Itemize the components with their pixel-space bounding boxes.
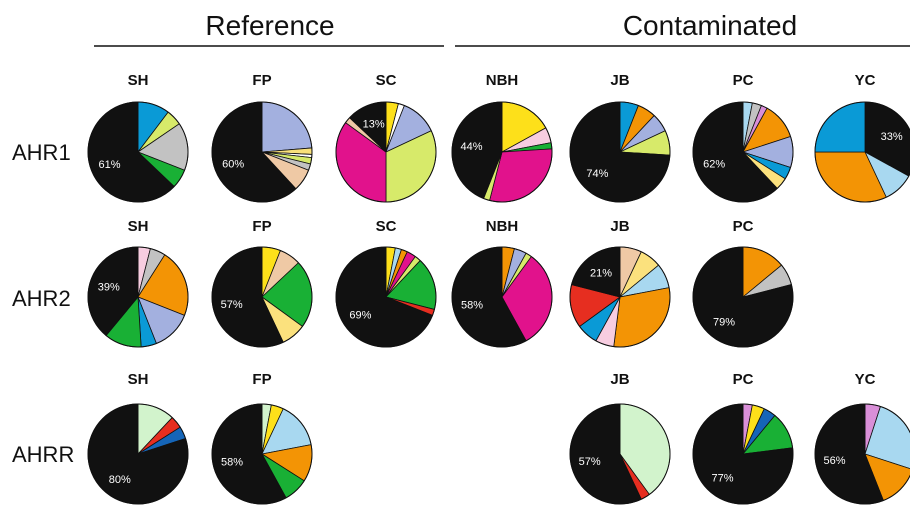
pie-ahr2-fp <box>211 246 313 348</box>
pie-ahr1-jb <box>569 101 671 203</box>
pie-percent-label-ahrr-sh: 80% <box>109 474 131 486</box>
pie-title-ahr2-sh: SH <box>128 218 149 235</box>
pie-outline-ahrr-pc <box>692 403 794 505</box>
pie-ahr2-jb <box>569 246 671 348</box>
pie-percent-label-ahr1-nbh: 44% <box>460 141 482 153</box>
pie-title-ahrr-jb: JB <box>610 371 629 388</box>
pie-outline-ahr1-pc <box>692 101 794 203</box>
pie-title-ahrr-yc: YC <box>855 371 876 388</box>
pie-title-ahr2-pc: PC <box>733 218 754 235</box>
pie-slice-ahr2-jb-3 <box>613 287 671 348</box>
pie-percent-label-ahr1-fp: 60% <box>222 158 244 170</box>
pie-ahr2-sh <box>87 246 189 348</box>
pie-ahrr-pc <box>692 403 794 505</box>
pie-slice-ahr1-fp-0 <box>261 101 313 153</box>
pie-percent-label-ahrr-yc: 56% <box>823 455 845 467</box>
pie-ahrr-fp <box>211 403 313 505</box>
pie-title-ahr2-jb: JB <box>610 218 629 235</box>
group-label-reference: Reference <box>205 10 334 41</box>
pie-outline-ahrr-sh <box>87 403 189 505</box>
pie-title-ahr1-sc: SC <box>376 72 397 89</box>
pie-title-ahr2-fp: FP <box>252 218 271 235</box>
pie-outline-ahrr-yc <box>814 403 910 505</box>
pie-outline-ahr2-pc <box>692 246 794 348</box>
pie-ahrr-jb <box>569 403 671 505</box>
pie-outline-ahrr-fp <box>211 403 313 505</box>
pie-ahr1-pc <box>692 101 794 203</box>
pie-outline-ahr2-fp <box>211 246 313 348</box>
pie-percent-label-ahr2-pc: 79% <box>713 317 735 329</box>
pie-outline-ahr1-jb <box>569 101 671 203</box>
pies-layer: AHR1 SH 61% FP 60% SC 13% NBH 44% JB 74% PC 62% YC 33%… <box>12 72 910 505</box>
group-label-contaminated: Contaminated <box>623 10 797 41</box>
pie-percent-label-ahr1-sc: 13% <box>363 119 385 131</box>
pie-percent-label-ahr1-jb: 74% <box>586 168 608 180</box>
pie-ahr1-yc <box>814 101 910 203</box>
pie-outline-ahr2-nbh <box>451 246 553 348</box>
pie-title-ahr2-sc: SC <box>376 218 397 235</box>
row-label-ahr2: AHR2 <box>12 286 71 311</box>
pie-ahr1-fp <box>211 101 313 203</box>
pie-percent-label-ahr1-sh: 61% <box>98 159 120 171</box>
pie-outline-ahr1-sh <box>87 101 189 203</box>
pie-slice-ahr1-yc-3 <box>814 101 866 153</box>
pie-title-ahr1-fp: FP <box>252 72 271 89</box>
pie-outline-ahr2-sh <box>87 246 189 348</box>
pie-title-ahr2-nbh: NBH <box>486 218 519 235</box>
pie-ahr1-nbh <box>451 101 553 203</box>
pie-percent-label-ahrr-pc: 77% <box>711 472 733 484</box>
pie-title-ahr1-pc: PC <box>733 72 754 89</box>
pie-outline-ahr1-yc <box>814 101 910 203</box>
pie-ahr1-sh <box>87 101 189 203</box>
pie-outline-ahrr-jb <box>569 403 671 505</box>
pie-ahr2-pc <box>692 246 794 348</box>
pie-percent-label-ahr2-sh: 39% <box>98 282 120 294</box>
pie-title-ahrr-sh: SH <box>128 371 149 388</box>
pie-title-ahrr-pc: PC <box>733 371 754 388</box>
pie-percent-label-ahr2-nbh: 58% <box>461 300 483 312</box>
pie-title-ahr1-nbh: NBH <box>486 72 519 89</box>
pie-percent-label-ahr2-fp: 57% <box>221 299 243 311</box>
pie-ahr1-sc <box>335 101 437 203</box>
pie-outline-ahr1-nbh <box>451 101 553 203</box>
pie-outline-ahr1-sc <box>335 101 437 203</box>
pie-percent-label-ahr1-yc: 33% <box>881 131 903 143</box>
pie-ahrr-yc <box>814 403 910 505</box>
pie-outline-ahr1-fp <box>211 101 313 203</box>
pie-title-ahr1-sh: SH <box>128 72 149 89</box>
pie-outline-ahr2-sc <box>335 246 437 348</box>
pie-title-ahr1-yc: YC <box>855 72 876 89</box>
pie-title-ahr1-jb: JB <box>610 72 629 89</box>
pie-outline-ahr2-jb <box>569 246 671 348</box>
pie-ahrr-sh <box>87 403 189 505</box>
row-label-ahr1: AHR1 <box>12 140 71 165</box>
pie-percent-label-ahr2-jb: 21% <box>590 268 612 280</box>
pie-percent-label-ahrr-fp: 58% <box>221 457 243 469</box>
pie-percent-label-ahr1-pc: 62% <box>703 158 725 170</box>
row-label-ahrr: AHRR <box>12 442 74 467</box>
pie-percent-label-ahrr-jb: 57% <box>579 456 601 468</box>
pie-ahr2-sc <box>335 246 437 348</box>
pie-ahr2-nbh <box>451 246 553 348</box>
pie-percent-label-ahr2-sc: 69% <box>349 309 371 321</box>
pie-title-ahrr-fp: FP <box>252 371 271 388</box>
